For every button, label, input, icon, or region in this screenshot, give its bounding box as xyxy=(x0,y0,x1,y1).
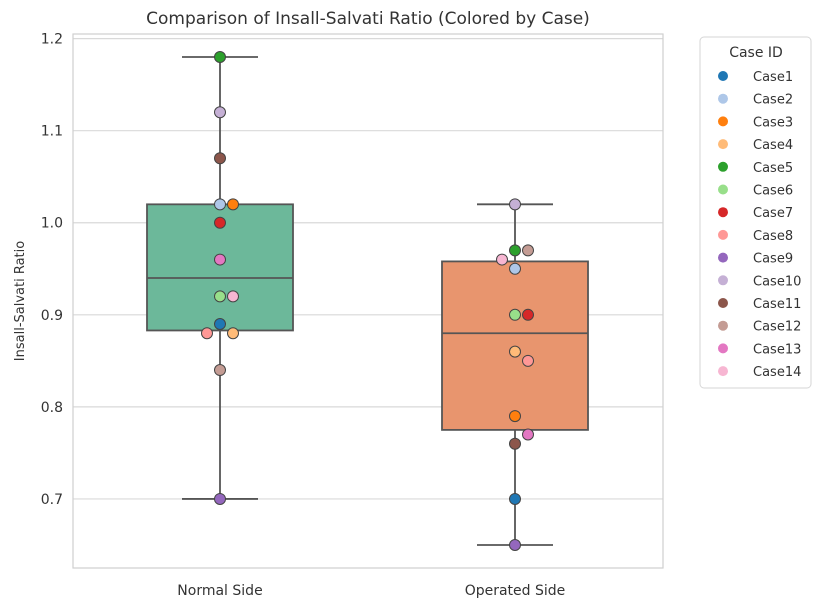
point-case12-operated xyxy=(522,244,534,257)
legend-title: Case ID xyxy=(729,45,783,61)
point-case6-normal xyxy=(214,290,226,303)
y-tick-label: 0.9 xyxy=(41,308,63,324)
point-case6-operated xyxy=(509,308,521,321)
point-case13-operated xyxy=(522,428,534,441)
legend-marker-case4 xyxy=(718,139,728,150)
legend-marker-case7 xyxy=(718,207,728,218)
legend: Case ID Case1Case2Case3Case4Case5Case6Ca… xyxy=(699,36,812,389)
point-case2-normal xyxy=(214,198,226,211)
box-operated-side xyxy=(441,203,589,546)
legend-marker-case5 xyxy=(718,161,728,172)
point-case12-normal xyxy=(214,364,226,377)
point-case9-operated xyxy=(509,538,521,551)
legend-marker-case2 xyxy=(718,93,728,104)
point-case1-normal xyxy=(214,318,226,331)
point-case4-operated xyxy=(509,345,521,358)
legend-marker-case8 xyxy=(718,229,728,240)
legend-marker-case1 xyxy=(718,71,728,81)
y-axis: 0.7 0.8 0.9 1.0 1.1 1.2 xyxy=(41,32,63,508)
point-case11-operated xyxy=(509,437,521,450)
legend-items: Case1 Case2 Case3 Case4 Case5 Case6 Case7 Case8… xyxy=(718,70,801,380)
legend-marker-case11 xyxy=(718,298,728,308)
point-case8-operated xyxy=(522,354,534,367)
point-case3-normal xyxy=(227,198,239,211)
point-case2-operated xyxy=(509,262,521,275)
box-normal-side xyxy=(146,56,294,500)
case-points xyxy=(201,51,534,551)
point-case9-normal xyxy=(214,492,226,505)
point-case10-operated xyxy=(509,198,521,211)
point-case5-operated xyxy=(509,244,521,257)
point-case10-normal xyxy=(214,106,226,119)
point-case14-normal xyxy=(227,290,239,303)
legend-marker-case6 xyxy=(718,184,728,195)
point-case4-normal xyxy=(227,327,239,340)
y-tick-label: 1.1 xyxy=(41,124,63,140)
point-case7-normal xyxy=(214,216,226,229)
legend-label-case3: Case3 xyxy=(753,115,793,130)
y-tick-label: 0.7 xyxy=(41,492,63,508)
point-case5-normal xyxy=(214,51,226,64)
legend-frame xyxy=(699,36,812,389)
point-case11-normal xyxy=(214,152,226,165)
legend-label-case8: Case8 xyxy=(753,229,793,244)
legend-marker-case3 xyxy=(718,116,728,127)
y-axis-label: Insall-Salvati Ratio xyxy=(13,241,28,361)
legend-label-case2: Case2 xyxy=(753,93,793,108)
legend-label-case9: Case9 xyxy=(753,252,793,267)
legend-label-case11: Case11 xyxy=(753,297,801,312)
point-case8-normal xyxy=(201,327,213,340)
legend-label-case1: Case1 xyxy=(753,70,793,85)
legend-label-case13: Case13 xyxy=(753,342,801,357)
x-axis: Normal Side Operated Side xyxy=(177,583,565,599)
x-tick-label: Operated Side xyxy=(465,583,566,599)
legend-label-case7: Case7 xyxy=(753,206,793,221)
plot-frame xyxy=(72,33,664,569)
legend-marker-case13 xyxy=(718,343,728,354)
legend-label-case14: Case14 xyxy=(753,365,801,380)
legend-marker-case12 xyxy=(718,320,728,331)
legend-label-case6: Case6 xyxy=(753,184,793,199)
point-case14-operated xyxy=(496,253,508,266)
legend-marker-case14 xyxy=(718,366,728,377)
y-tick-label: 0.8 xyxy=(41,400,63,416)
point-case13-normal xyxy=(214,253,226,266)
point-case7-operated xyxy=(522,308,534,321)
point-case1-operated xyxy=(509,492,521,505)
legend-label-case10: Case10 xyxy=(753,274,801,289)
iqr-box xyxy=(441,260,589,431)
legend-marker-case10 xyxy=(718,275,728,286)
legend-label-case5: Case5 xyxy=(753,161,793,176)
y-tick-label: 1.2 xyxy=(41,32,63,48)
point-case3-operated xyxy=(509,410,521,423)
x-tick-label: Normal Side xyxy=(177,583,262,599)
legend-marker-case9 xyxy=(718,252,728,263)
legend-label-case12: Case12 xyxy=(753,320,801,335)
y-tick-label: 1.0 xyxy=(41,216,63,232)
chart-title: Comparison of Insall-Salvati Ratio (Colo… xyxy=(146,9,590,29)
legend-label-case4: Case4 xyxy=(753,138,793,153)
